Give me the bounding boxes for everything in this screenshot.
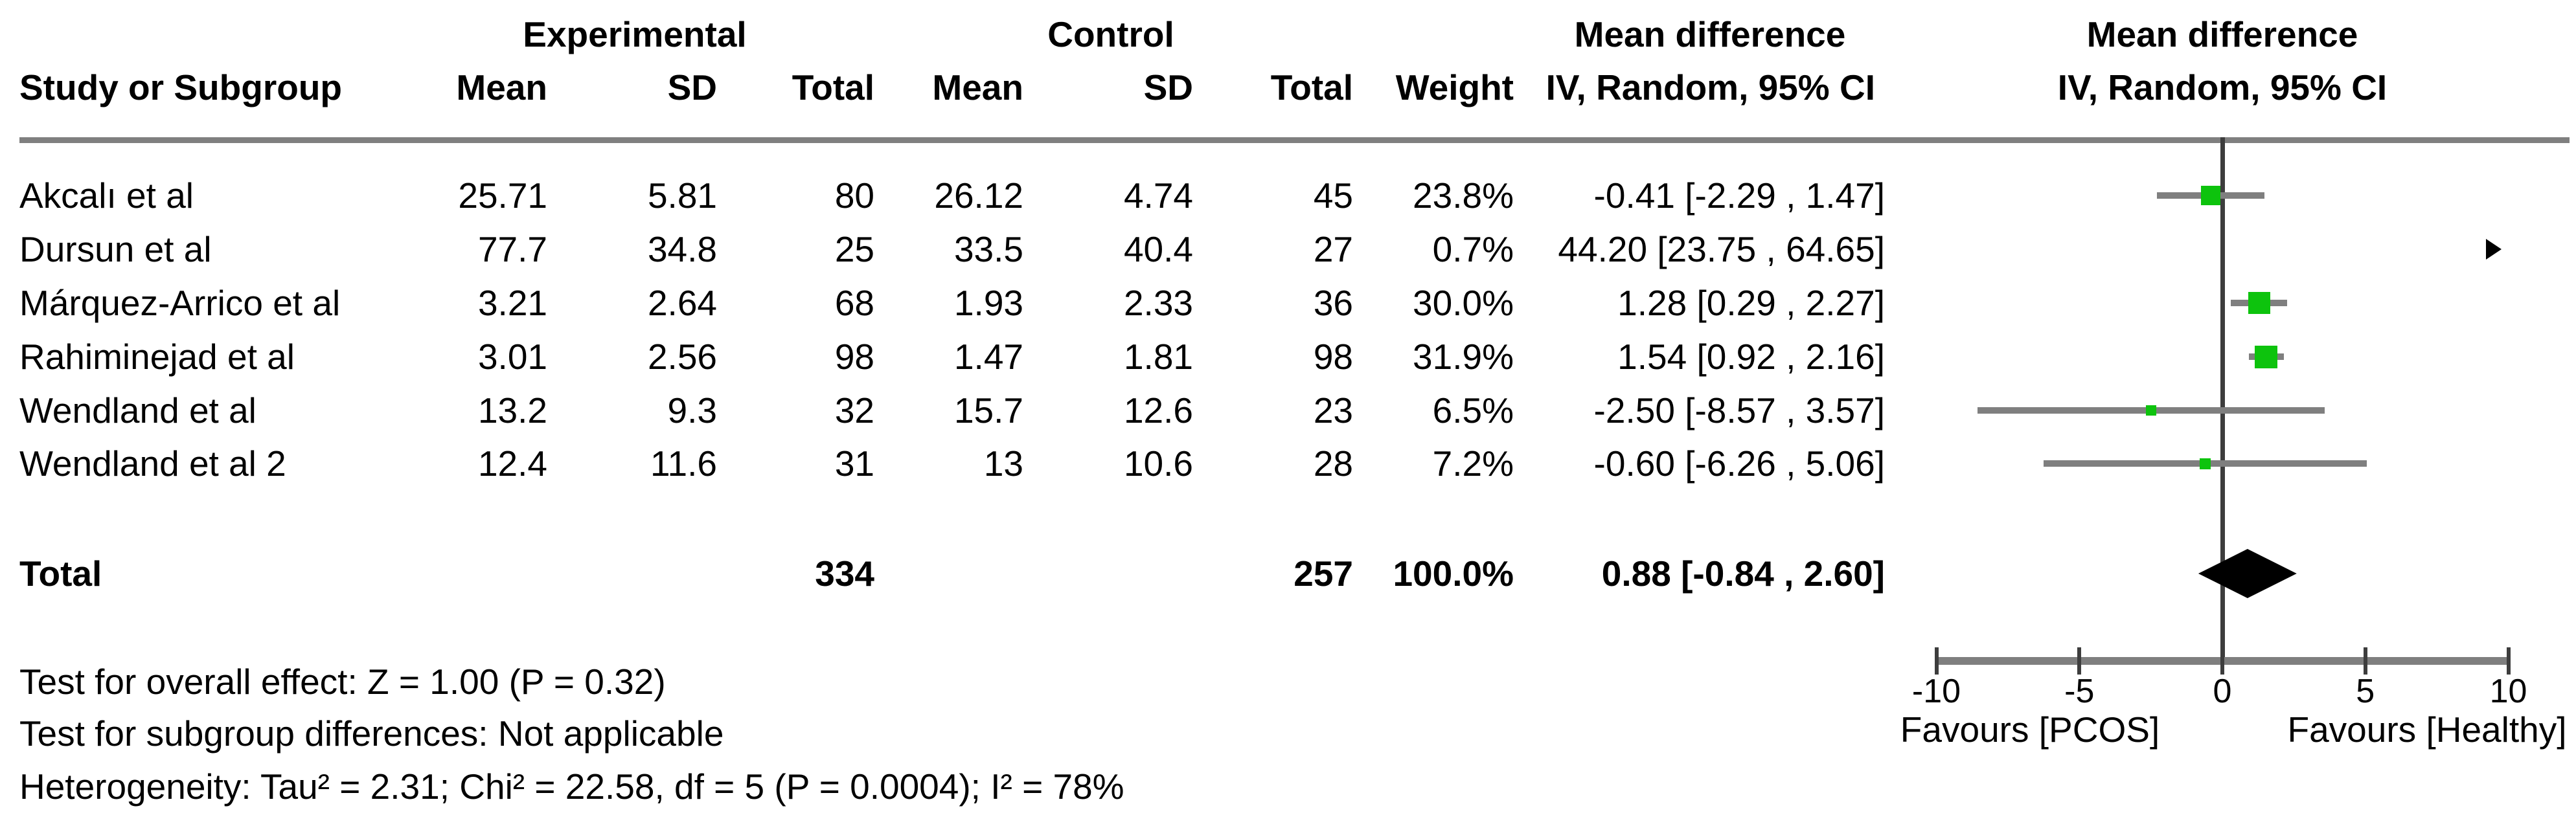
header-control-group: Control <box>1047 14 1174 54</box>
plot-tick-label: -5 <box>2064 673 2095 710</box>
cell-sd-ctrl: 10.6 <box>1123 443 1193 484</box>
plot-tick <box>1934 647 1939 675</box>
cell-total-exp: 68 <box>834 283 874 323</box>
cell-mean-exp: 77.7 <box>477 229 547 269</box>
col-header-sd-ctrl: SD <box>1143 67 1193 107</box>
col-header-total-exp: Total <box>792 67 874 107</box>
cell-mean-exp: 13.2 <box>477 390 547 430</box>
plot-tick-label: -10 <box>1911 673 1961 710</box>
cell-sd-exp: 2.56 <box>647 337 717 377</box>
cell-weight: 0.7% <box>1432 229 1514 269</box>
cell-ci: 1.54 [0.92 , 2.16] <box>1617 337 1885 377</box>
footer-subgroup-differences: Test for subgroup differences: Not appli… <box>19 713 724 754</box>
cell-mean-ctrl: 15.7 <box>953 390 1023 430</box>
cell-sd-exp: 5.81 <box>647 175 717 216</box>
col-header-mean-ctrl: Mean <box>932 67 1023 107</box>
col-header-weight: Weight <box>1395 67 1514 107</box>
plot-point-square <box>2145 405 2156 416</box>
cell-total-ctrl: 36 <box>1313 283 1353 323</box>
cell-total-ctrl: 45 <box>1313 175 1353 216</box>
cell-study: Wendland et al 2 <box>19 443 286 484</box>
cell-total-exp: 25 <box>834 229 874 269</box>
plot-tick-label: 5 <box>2356 673 2375 710</box>
cell-total-ctrl: 257 <box>1294 553 1353 594</box>
cell-sd-ctrl: 2.33 <box>1123 283 1193 323</box>
cell-sd-exp: 9.3 <box>667 390 717 430</box>
cell-study: Dursun et al <box>19 229 212 269</box>
cell-total-ctrl: 27 <box>1313 229 1353 269</box>
cell-mean-ctrl: 33.5 <box>953 229 1023 269</box>
cell-total-exp: 31 <box>834 443 874 484</box>
cell-weight: 7.2% <box>1432 443 1514 484</box>
footer-overall-effect: Test for overall effect: Z = 1.00 (P = 0… <box>19 662 666 702</box>
cell-total-ctrl: 23 <box>1313 390 1353 430</box>
col-header-sd-exp: SD <box>667 67 717 107</box>
cell-mean-ctrl: 26.12 <box>934 175 1023 216</box>
cell-sd-exp: 2.64 <box>647 283 717 323</box>
footer-heterogeneity: Heterogeneity: Tau² = 2.31; Chi² = 22.58… <box>19 766 1124 807</box>
col-header-mean-exp: Mean <box>456 67 547 107</box>
cell-study: Akcalı et al <box>19 175 194 216</box>
cell-weight: 23.8% <box>1413 175 1514 216</box>
header-mean-difference-text: Mean difference <box>1574 14 1846 54</box>
plot-point-square <box>2200 186 2220 205</box>
plot-tick-label: 0 <box>2213 673 2232 710</box>
cell-study: Márquez-Arrico et al <box>19 283 341 323</box>
cell-mean-exp: 25.71 <box>458 175 547 216</box>
cell-total-ci: 0.88 [-0.84 , 2.60] <box>1601 553 1885 594</box>
cell-total-exp: 32 <box>834 390 874 430</box>
plot-tick-label: 10 <box>2489 673 2527 710</box>
cell-study: Rahiminejad et al <box>19 337 295 377</box>
cell-study: Wendland et al <box>19 390 256 430</box>
header-experimental-group: Experimental <box>523 14 747 54</box>
plot-zero-line <box>2220 137 2225 665</box>
header-mean-difference-plot: Mean difference <box>2086 14 2358 54</box>
cell-weight: 31.9% <box>1413 337 1514 377</box>
cell-total-ctrl: 98 <box>1313 337 1353 377</box>
favours-right-label: Favours [Healthy] <box>2287 709 2567 750</box>
cell-sd-ctrl: 1.81 <box>1123 337 1193 377</box>
plot-offscale-arrow-icon <box>2486 239 2502 260</box>
cell-mean-exp: 3.01 <box>477 337 547 377</box>
cell-ci: -2.50 [-8.57 , 3.57] <box>1593 390 1885 430</box>
cell-ci: -0.41 [-2.29 , 1.47] <box>1593 175 1885 216</box>
cell-total-ctrl: 28 <box>1313 443 1353 484</box>
cell-mean-ctrl: 1.47 <box>953 337 1023 377</box>
cell-weight: 6.5% <box>1432 390 1514 430</box>
cell-sd-ctrl: 12.6 <box>1123 390 1193 430</box>
cell-mean-ctrl: 1.93 <box>953 283 1023 323</box>
cell-mean-exp: 12.4 <box>477 443 547 484</box>
plot-tick <box>2220 647 2224 675</box>
cell-ci: 1.28 [0.29 , 2.27] <box>1617 283 1885 323</box>
cell-ci: -0.60 [-6.26 , 5.06] <box>1593 443 1885 484</box>
plot-point-square <box>2200 458 2211 469</box>
cell-weight: 30.0% <box>1413 283 1514 323</box>
plot-tick <box>2506 647 2511 675</box>
cell-sd-ctrl: 40.4 <box>1123 229 1193 269</box>
favours-left-label: Favours [PCOS] <box>1900 709 2160 750</box>
cell-total-exp: 80 <box>834 175 874 216</box>
cell-total-label: Total <box>19 553 102 594</box>
col-header-ci-plot: IV, Random, 95% CI <box>2057 67 2388 107</box>
plot-point-square <box>2248 292 2270 314</box>
col-header-total-ctrl: Total <box>1270 67 1353 107</box>
cell-sd-ctrl: 4.74 <box>1123 175 1193 216</box>
header-divider-rule <box>19 137 2570 143</box>
cell-total-exp: 98 <box>834 337 874 377</box>
plot-pooled-diamond <box>2198 549 2297 598</box>
cell-sd-exp: 11.6 <box>650 443 717 484</box>
plot-point-square <box>2255 345 2278 368</box>
col-header-study: Study or Subgroup <box>19 67 343 107</box>
plot-tick <box>2077 647 2082 675</box>
plot-tick <box>2363 647 2367 675</box>
cell-ci: 44.20 [23.75 , 64.65] <box>1558 229 1885 269</box>
cell-sd-exp: 34.8 <box>647 229 717 269</box>
cell-total-weight: 100.0% <box>1393 553 1514 594</box>
col-header-ci-text: IV, Random, 95% CI <box>1545 67 1875 107</box>
cell-mean-ctrl: 13 <box>983 443 1023 484</box>
cell-mean-exp: 3.21 <box>477 283 547 323</box>
cell-total-exp: 334 <box>815 553 874 594</box>
